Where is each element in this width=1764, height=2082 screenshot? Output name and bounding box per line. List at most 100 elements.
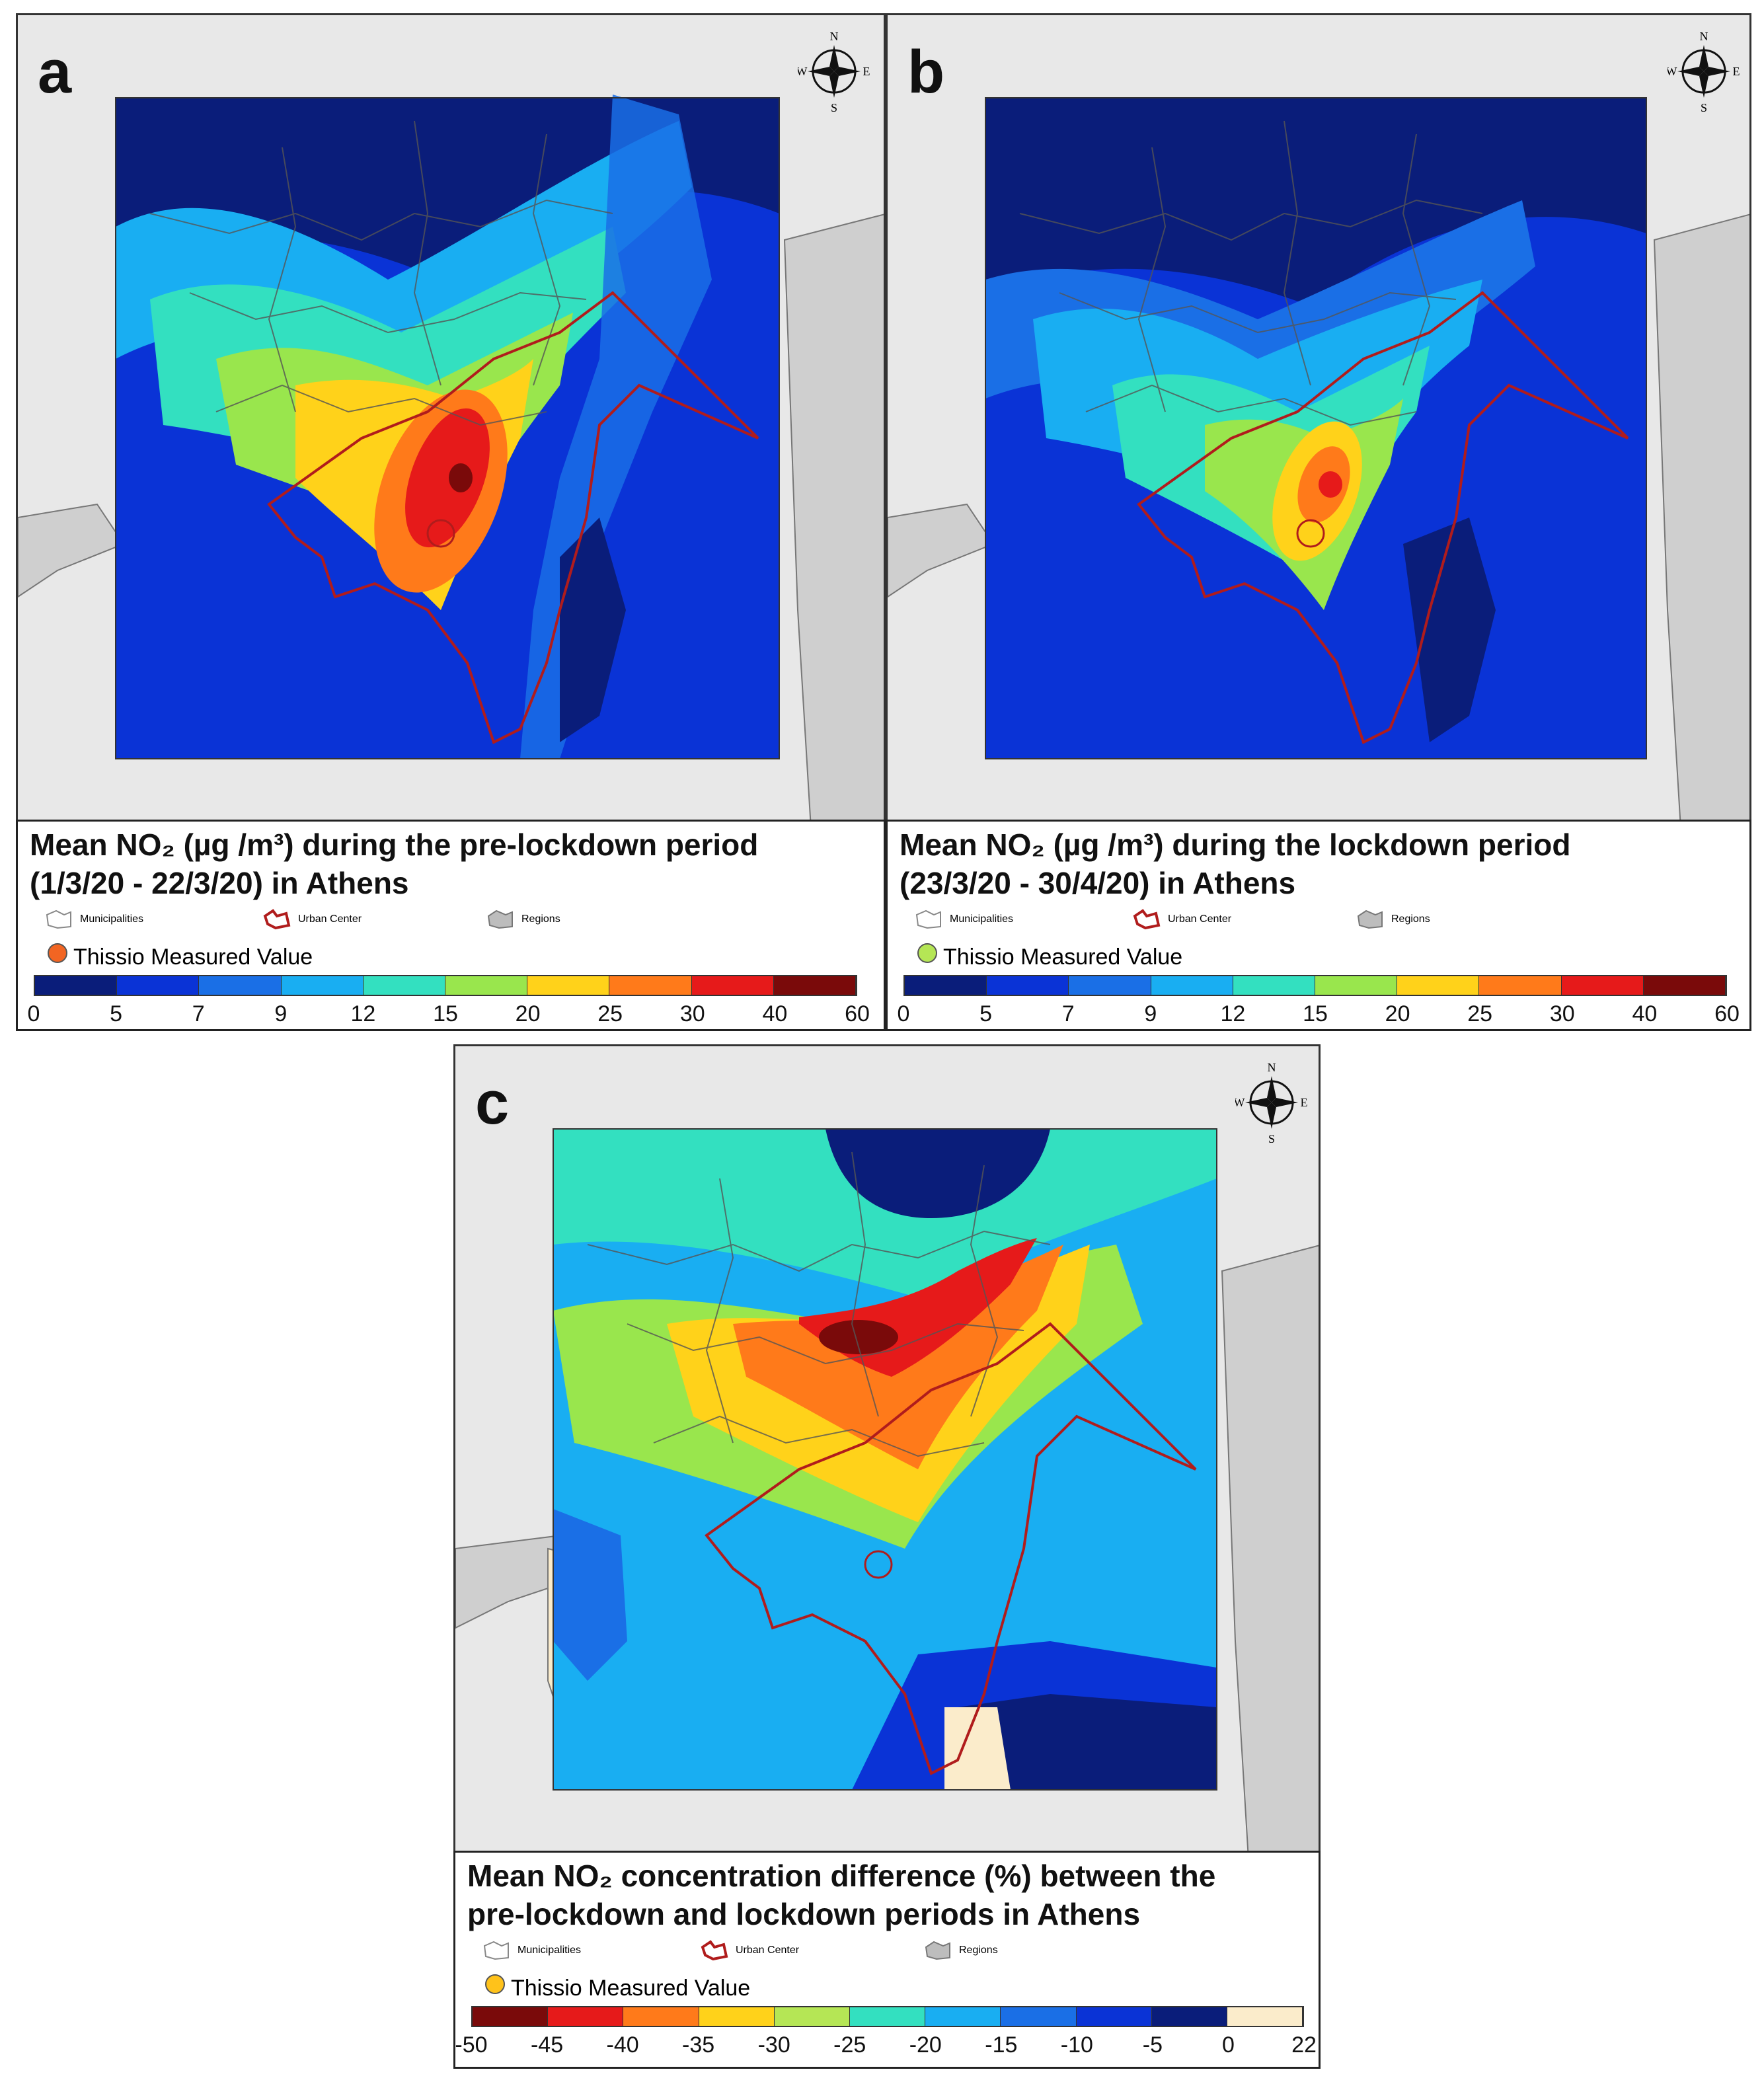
compass-e: E (863, 65, 870, 78)
compass-w: W (1668, 65, 1677, 78)
region-symbol-icon (1357, 909, 1383, 929)
legend-urban-center-a: Urban Center (262, 906, 362, 933)
legend-urban-center-c: Urban Center (700, 1937, 799, 1964)
ramp-class-2 (199, 976, 282, 995)
ramp-tick-label: -5 (1142, 2032, 1163, 2058)
legend-measured-b: Thissio Measured Value (914, 942, 1182, 970)
ramp-class-8 (691, 976, 774, 995)
ramp-class-5 (849, 2007, 926, 2026)
ramp-class-4 (774, 2007, 850, 2026)
no2-map-b (888, 15, 1749, 824)
ramp-tick-label: -45 (530, 2032, 564, 2058)
compass-icon: N S W E (1668, 30, 1740, 114)
legend-title-c: Mean NO₂ concentration difference (%) be… (467, 1857, 1215, 1933)
ramp-tick-label: 60 (845, 1001, 870, 1026)
measured-value-icon (48, 943, 67, 963)
ramp-tick-label: 9 (274, 1001, 288, 1026)
ramp-tick-label: -50 (455, 2032, 488, 2058)
ramp-tick-label: -20 (909, 2032, 942, 2058)
municipality-symbol-icon (483, 1941, 509, 1960)
ramp-tick-label: 30 (679, 1001, 705, 1026)
compass-n: N (1700, 30, 1708, 43)
ramp-tick-label: 15 (1303, 1001, 1328, 1026)
measured-value-icon (917, 943, 937, 963)
ramp-tick-label: -40 (606, 2032, 639, 2058)
ramp-ticks-a: 0 5 7 9 12 15 20 25 30 40 60 (28, 1001, 870, 1028)
ramp-class-6 (1397, 976, 1480, 995)
ramp-class-1 (987, 976, 1069, 995)
ramp-tick-label: -10 (1060, 2032, 1093, 2058)
color-ramp-b (903, 975, 1727, 996)
ramp-tick-label: 40 (1632, 1001, 1658, 1026)
ramp-class-7 (1001, 2007, 1077, 2026)
legend-title-b-line2: (23/3/20 - 30/4/20) in Athens (900, 866, 1296, 900)
compass-e: E (1733, 65, 1740, 78)
ramp-tick-label: 0 (1221, 2032, 1235, 2058)
ramp-tick-label: 12 (350, 1001, 376, 1026)
ramp-tick-label: 7 (1061, 1001, 1075, 1026)
compass-e: E (1301, 1096, 1308, 1109)
compass-s: S (1268, 1132, 1275, 1145)
legend-regions-c: Regions (923, 1937, 998, 1964)
ramp-tick-label: 60 (1714, 1001, 1740, 1026)
ramp-tick-label: 12 (1220, 1001, 1246, 1026)
legend-measured-c: Thissio Measured Value (482, 1973, 750, 2001)
compass-w: W (1235, 1096, 1245, 1109)
no2-map-a (18, 15, 884, 824)
compass-n: N (1268, 1061, 1276, 1074)
legend-urban-center-b: Urban Center (1132, 906, 1231, 933)
legend-municipalities-a: Municipalities (44, 906, 143, 933)
legend-municipalities-b: Municipalities (914, 906, 1013, 933)
panel-letter-b: b (907, 38, 945, 106)
ramp-tick-label: -30 (757, 2032, 790, 2058)
ramp-class-10 (1227, 2007, 1303, 2026)
urban-center-symbol-icon (263, 909, 291, 929)
legend-regions-a: Regions (486, 906, 560, 933)
ramp-tick-label: 15 (433, 1001, 458, 1026)
color-ramp-a (34, 975, 857, 996)
ramp-tick-label: 7 (192, 1001, 205, 1026)
panel-letter-c: c (475, 1069, 510, 1137)
ramp-class-1 (548, 2007, 624, 2026)
ramp-class-6 (527, 976, 610, 995)
ramp-class-2 (1069, 976, 1151, 995)
ramp-tick-label: 9 (1144, 1001, 1157, 1026)
ramp-class-3 (699, 2007, 775, 2026)
ramp-tick-label: 22 (1291, 2032, 1317, 2058)
legend-title-b-line1: Mean NO₂ (µg /m³) during the lockdown pe… (900, 828, 1571, 862)
municipality-symbol-icon (915, 909, 941, 929)
panel-letter-a: a (38, 38, 72, 106)
ramp-class-6 (925, 2007, 1001, 2026)
ramp-tick-label: 40 (762, 1001, 788, 1026)
ramp-ticks-b: 0 5 7 9 12 15 20 25 30 40 60 (898, 1001, 1740, 1028)
ramp-class-9 (1643, 976, 1726, 995)
legend-c: Mean NO₂ concentration difference (%) be… (453, 1851, 1321, 2069)
legend-a: Mean NO₂ (µg /m³) during the pre-lockdow… (16, 820, 886, 1031)
ramp-class-9 (1151, 2007, 1227, 2026)
ramp-tick-label: 0 (897, 1001, 910, 1026)
map-panel-b: b N S W E (886, 13, 1751, 826)
ramp-class-3 (1151, 976, 1233, 995)
ramp-tick-label: 5 (979, 1001, 993, 1026)
ramp-class-9 (773, 976, 857, 995)
legend-title-c-line1: Mean NO₂ concentration difference (%) be… (467, 1859, 1216, 1893)
ramp-class-8 (1561, 976, 1644, 995)
ramp-tick-label: 25 (597, 1001, 623, 1026)
ramp-class-1 (117, 976, 200, 995)
ramp-tick-label: 20 (1385, 1001, 1410, 1026)
ramp-tick-label: 20 (515, 1001, 541, 1026)
legend-title-a: Mean NO₂ (µg /m³) during the pre-lockdow… (30, 826, 758, 902)
ramp-class-7 (609, 976, 692, 995)
ramp-class-0 (35, 976, 118, 995)
compass-icon: N S W E (798, 30, 870, 114)
compass-icon: N S W E (1235, 1061, 1308, 1145)
ramp-tick-label: 30 (1549, 1001, 1575, 1026)
region-symbol-icon (487, 909, 513, 929)
ramp-class-2 (623, 2007, 699, 2026)
legend-title-c-line2: pre-lockdown and lockdown periods in Ath… (467, 1897, 1141, 1931)
legend-measured-a: Thissio Measured Value (44, 942, 313, 970)
ramp-tick-label: 0 (27, 1001, 40, 1026)
ramp-class-4 (1233, 976, 1316, 995)
ramp-ticks-c: -50 -45 -40 -35 -30 -25 -20 -15 -10 -5 0 22 (455, 2032, 1316, 2059)
compass-s: S (1701, 101, 1707, 114)
